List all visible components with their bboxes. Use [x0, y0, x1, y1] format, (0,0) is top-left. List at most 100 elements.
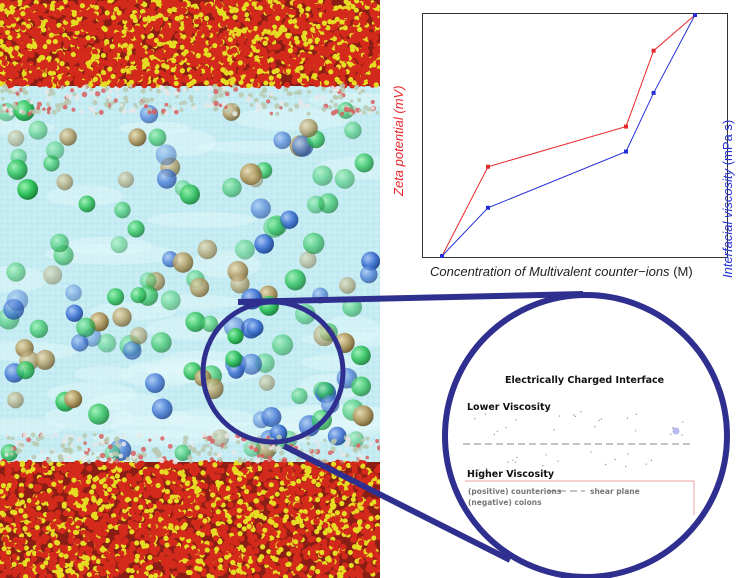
ion-sphere	[59, 128, 77, 146]
ion-sphere	[139, 272, 157, 289]
ion-dot	[598, 419, 600, 422]
data-point-zeta-3	[651, 48, 656, 53]
ion-sphere	[151, 398, 173, 420]
ion-sphere	[7, 391, 24, 409]
ion-sphere	[222, 177, 242, 198]
series-line-zeta	[441, 14, 696, 257]
ion-sphere	[202, 377, 224, 400]
ion-sphere	[302, 232, 325, 255]
ion-sphere	[189, 277, 210, 298]
ion-dot	[557, 460, 559, 462]
zoom-inset-circle	[442, 292, 730, 578]
counterion-highlight	[672, 427, 680, 435]
ion-sphere	[130, 287, 147, 304]
inset-title: Electrically Charged Interface	[505, 375, 665, 386]
ion-dot	[627, 453, 629, 455]
y-axis-right-label: Interfacial viscosity (mPa s)	[720, 119, 735, 278]
ion-dot	[681, 434, 683, 436]
ion-dot	[574, 415, 577, 418]
ion-dot	[594, 425, 596, 428]
ion-dot	[590, 451, 592, 453]
ion-dot	[553, 429, 555, 431]
ion-sphere	[352, 405, 374, 427]
chart	[422, 13, 728, 258]
ion-sphere	[273, 131, 292, 150]
ion-dot	[473, 418, 476, 420]
ion-sphere	[29, 319, 49, 339]
ion-sphere	[254, 234, 274, 254]
ion-sphere	[129, 327, 148, 345]
ion-dot	[635, 413, 638, 416]
ion-sphere	[127, 220, 145, 238]
ion-sphere	[306, 195, 325, 214]
ion-sphere	[235, 239, 255, 260]
ion-dot	[493, 433, 496, 436]
ion-sphere	[320, 394, 340, 414]
ion-sphere	[334, 332, 355, 354]
lower-viscosity-label: Lower Viscosity	[467, 402, 551, 413]
ion-dot	[600, 418, 603, 420]
ion-sphere	[351, 345, 371, 366]
legend-shear-plane: shear plane	[590, 487, 640, 496]
ion-dot	[625, 465, 627, 468]
ion-dot	[572, 414, 575, 416]
ion-sphere	[312, 287, 329, 304]
ion-sphere	[106, 288, 125, 306]
ion-sphere	[359, 265, 378, 284]
ion-dot	[496, 430, 499, 433]
data-point-viscosity-3	[651, 90, 656, 95]
ion-sphere	[43, 265, 63, 285]
ion-sphere	[280, 210, 299, 229]
ion-sphere	[339, 277, 356, 294]
ion-sphere	[128, 128, 147, 147]
ion-sphere	[6, 289, 29, 312]
ion-sphere	[222, 103, 241, 121]
ion-sphere	[6, 262, 26, 282]
ion-dot	[580, 411, 582, 413]
ion-sphere	[45, 141, 65, 160]
ion-sphere	[201, 315, 219, 333]
ion-dots	[473, 408, 684, 471]
ion-sphere	[65, 304, 84, 322]
data-point-zeta-2	[624, 124, 628, 129]
ion-sphere	[230, 274, 250, 294]
ion-sphere	[88, 403, 110, 425]
ion-sphere	[148, 128, 167, 147]
ion-sphere	[240, 353, 262, 375]
ion-sphere	[185, 311, 206, 332]
ion-sphere	[122, 341, 142, 360]
ion-sphere	[64, 390, 83, 409]
ion-dot	[514, 461, 517, 463]
x-axis-label: Concentration of Multivalent counter−ion…	[430, 264, 693, 279]
ion-dot	[542, 465, 544, 467]
higher-viscosity-label: Higher Viscosity	[467, 469, 555, 480]
ion-sphere	[351, 376, 372, 397]
data-point-viscosity-4	[693, 13, 697, 17]
legend-coions: (negative) coions	[468, 498, 542, 507]
ion-dot	[645, 463, 648, 465]
ion-sphere	[28, 120, 48, 140]
ion-sphere	[250, 198, 271, 219]
data-point-zeta-1	[486, 164, 490, 169]
ion-sphere	[354, 153, 374, 173]
ion-dot	[558, 415, 561, 417]
ion-dot	[670, 433, 672, 435]
ion-dot	[626, 417, 629, 419]
ion-sphere	[172, 252, 194, 273]
ion-sphere	[76, 317, 96, 338]
ion-dot	[604, 463, 607, 466]
ion-sphere	[50, 233, 69, 253]
ion-sphere	[299, 251, 317, 269]
ion-sphere	[179, 184, 200, 205]
data-point-viscosity-2	[624, 149, 628, 154]
ion-sphere	[7, 159, 28, 180]
simulation-snapshot	[0, 0, 380, 578]
ion-dot	[484, 413, 487, 416]
ion-sphere	[197, 239, 218, 260]
ion-sphere	[246, 319, 264, 337]
ion-dot	[545, 454, 547, 456]
legend-counterions: (positive) counterions	[468, 487, 562, 496]
ion-sphere	[65, 284, 82, 302]
ion-sphere	[145, 373, 165, 393]
ion-sphere	[299, 118, 318, 138]
